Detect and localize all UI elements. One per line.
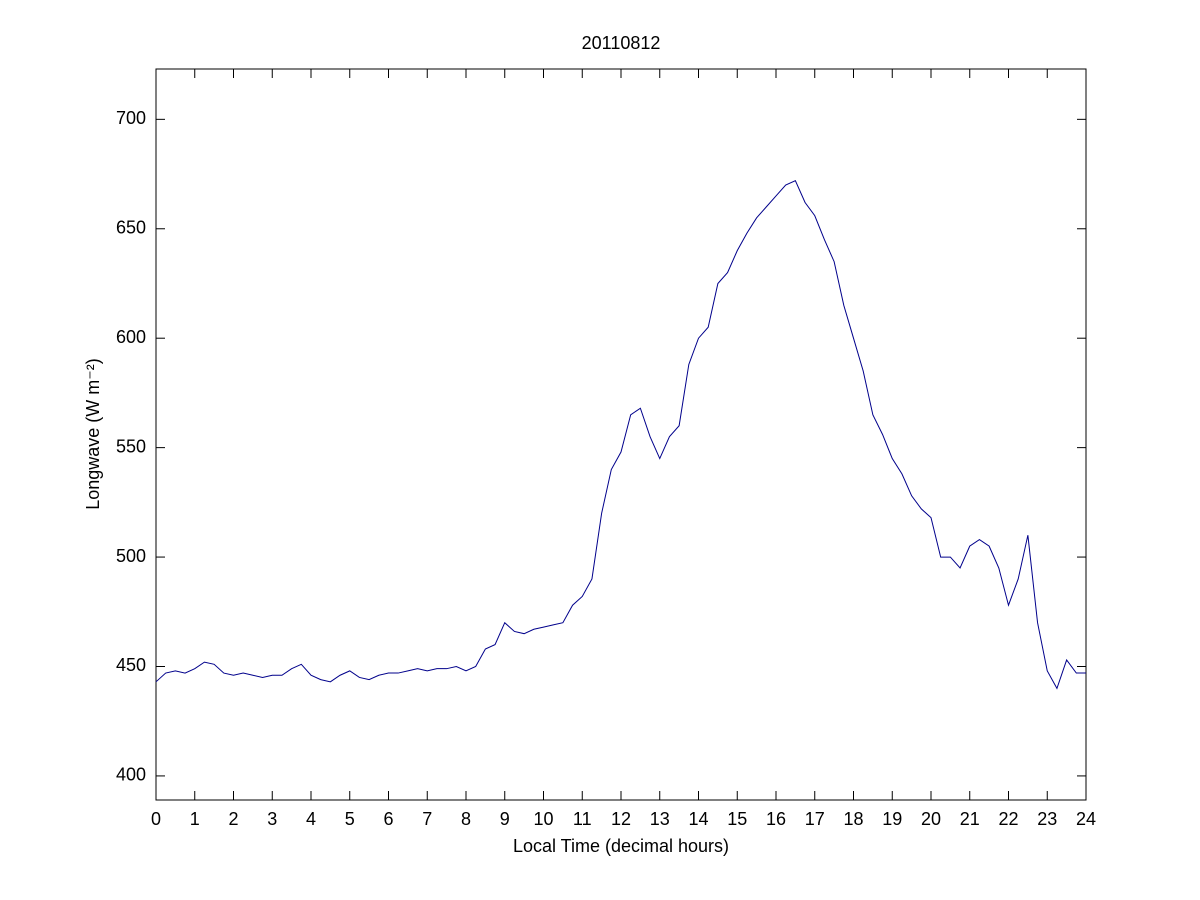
y-tick-label: 450 (116, 655, 146, 675)
x-tick-label: 15 (727, 809, 747, 829)
y-tick-label: 600 (116, 327, 146, 347)
x-tick-label: 13 (650, 809, 670, 829)
x-tick-label: 4 (306, 809, 316, 829)
x-tick-label: 18 (843, 809, 863, 829)
y-tick-label: 700 (116, 108, 146, 128)
y-tick-label: 650 (116, 218, 146, 238)
x-tick-label: 24 (1076, 809, 1096, 829)
x-tick-label: 2 (228, 809, 238, 829)
x-tick-label: 9 (500, 809, 510, 829)
x-tick-label: 16 (766, 809, 786, 829)
x-tick-label: 8 (461, 809, 471, 829)
x-tick-label: 19 (882, 809, 902, 829)
y-tick-label: 500 (116, 546, 146, 566)
x-tick-label: 12 (611, 809, 631, 829)
x-tick-label: 22 (998, 809, 1018, 829)
x-tick-label: 5 (345, 809, 355, 829)
x-tick-label: 1 (190, 809, 200, 829)
data-line (155, 179, 1086, 690)
x-tick-label: 20 (921, 809, 941, 829)
y-axis-label: Longwave (W m⁻²) (83, 358, 103, 510)
y-tick-label: 550 (116, 436, 146, 456)
x-tick-label: 7 (422, 809, 432, 829)
x-tick-label: 23 (1037, 809, 1057, 829)
x-tick-label: 0 (151, 809, 161, 829)
x-tick-label: 17 (805, 809, 825, 829)
x-axis-label: Local Time (decimal hours) (513, 836, 729, 856)
x-tick-label: 10 (533, 809, 553, 829)
x-tick-label: 14 (688, 809, 708, 829)
x-tick-label: 11 (573, 809, 592, 829)
x-tick-label: 21 (960, 809, 980, 829)
chart-title: 20110812 (582, 33, 661, 53)
x-tick-label: 6 (383, 809, 393, 829)
x-tick-label: 3 (267, 809, 277, 829)
y-tick-label: 400 (116, 765, 146, 785)
